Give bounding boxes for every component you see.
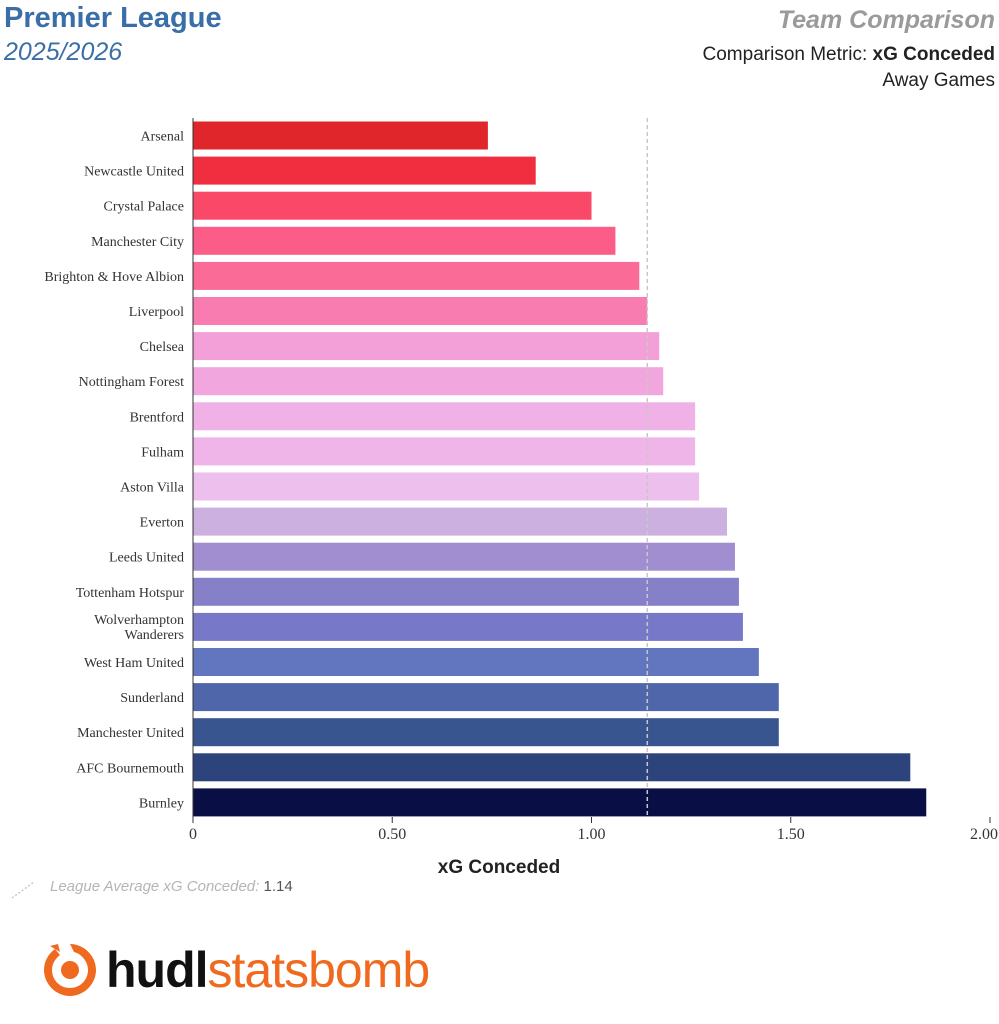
bar-everton: [193, 507, 727, 536]
team-label: Manchester United: [77, 726, 184, 741]
brand-statsbomb: statsbomb: [207, 942, 431, 998]
league-average-label: League Average xG Conceded:: [50, 878, 264, 895]
bar-crystal-palace: [193, 191, 592, 220]
x-tick-label: 2.00: [970, 826, 998, 843]
bar-manchester-city: [193, 226, 616, 255]
bar-liverpool: [193, 297, 648, 325]
bar-arsenal: [193, 121, 488, 150]
x-tick-label: 1.50: [777, 826, 805, 843]
bar-brighton-hove-albion: [193, 261, 640, 290]
team-label: Everton: [140, 516, 184, 531]
x-tick-label: 1.00: [578, 826, 606, 843]
league-average-value: 1.14: [263, 878, 293, 895]
team-label: Newcastle United: [84, 165, 184, 180]
bar-nottingham-forest: [193, 367, 664, 396]
bar-burnley: [193, 788, 927, 817]
comparison-metric: Comparison Metric: xG Conceded: [703, 44, 995, 66]
team-label: Fulham: [141, 445, 184, 460]
bar-brentford: [193, 402, 696, 431]
average-line-key-icon: [11, 881, 35, 899]
metric-prefix: Comparison Metric:: [702, 44, 873, 65]
team-label: Aston Villa: [120, 481, 185, 496]
bar-wolverhampton-wanderers: [193, 612, 743, 641]
bar-aston-villa: [193, 472, 700, 501]
league-average-note: League Average xG Conceded: 1.14: [50, 878, 293, 895]
team-label: Nottingham Forest: [79, 375, 184, 390]
team-label: Manchester City: [91, 235, 184, 250]
season-label: 2025/2026: [4, 38, 123, 66]
team-label: West Ham United: [84, 656, 184, 671]
x-tick-label: 0: [189, 826, 197, 843]
brand-wordmark: hudlstatsbomb: [106, 942, 431, 998]
brand-hudl: hudl: [106, 942, 209, 998]
bar-afc-bournemouth: [193, 753, 911, 782]
team-label: Chelsea: [140, 340, 185, 355]
team-label: AFC Bournemouth: [76, 761, 184, 776]
team-label: Wolverhampton Wanderers: [94, 613, 184, 643]
team-label: Burnley: [139, 796, 184, 811]
bar-west-ham-united: [193, 648, 759, 676]
bar-tottenham-hotspur: [193, 577, 739, 606]
bar-chelsea: [193, 332, 660, 361]
bar-newcastle-united: [193, 156, 536, 185]
bar-leeds-united: [193, 542, 735, 571]
x-tick-label: 0.50: [378, 826, 406, 843]
hudl-statsbomb-logo: hudlstatsbomb: [40, 938, 431, 1002]
x-axis-label: xG Conceded: [438, 857, 560, 878]
team-label: Sunderland: [120, 691, 184, 706]
bars-group: [193, 121, 927, 817]
team-label: Brighton & Hove Albion: [44, 270, 184, 285]
bar-manchester-united: [193, 718, 779, 747]
team-label: Liverpool: [129, 305, 184, 320]
statsbomb-logo-icon: [44, 944, 96, 996]
team-label: Arsenal: [140, 130, 184, 145]
games-split-label: Away Games: [882, 70, 995, 91]
league-title: Premier League: [4, 2, 222, 34]
comparison-title: Team Comparison: [777, 6, 995, 34]
team-label: Tottenham Hotspur: [76, 586, 185, 601]
team-labels: Arsenal Newcastle United Crystal Palace Man…: [44, 130, 184, 812]
team-label: Leeds United: [109, 551, 184, 566]
x-axis-ticks: 0 0.50 1.00 1.50 2.00: [189, 817, 998, 843]
team-label: Brentford: [130, 410, 184, 425]
team-label: Crystal Palace: [104, 200, 184, 215]
bar-fulham: [193, 437, 696, 466]
bar-sunderland: [193, 683, 779, 712]
metric-name: xG Conceded: [872, 44, 995, 65]
